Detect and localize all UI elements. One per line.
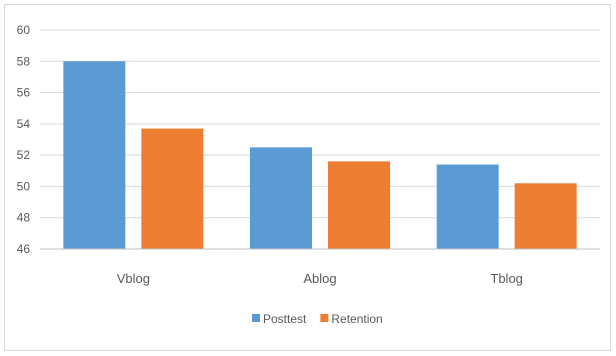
bar-posttest-tblog <box>436 164 499 249</box>
bar-posttest-vblog <box>63 61 126 250</box>
x-axis-labels: Vblog Ablog Tblog <box>117 271 523 286</box>
legend-swatch-retention <box>320 314 329 322</box>
legend-swatch-posttest <box>252 314 260 322</box>
gridlines <box>40 29 600 219</box>
x-tick-label: Tblog <box>490 271 523 286</box>
y-tick-label: 60 <box>17 23 31 37</box>
y-tick-label: 58 <box>17 54 31 68</box>
x-tick-label: Ablog <box>303 271 336 286</box>
x-tick-label: Vblog <box>117 271 150 286</box>
bar-retention-ablog <box>328 161 390 249</box>
legend-label-posttest: Posttest <box>263 312 307 326</box>
y-tick-label: 52 <box>17 148 31 162</box>
bar-retention-tblog <box>514 183 577 249</box>
legend: Posttest Retention <box>252 312 383 326</box>
y-axis-ticks: 46 48 50 52 54 56 58 60 <box>17 23 31 256</box>
bars <box>63 61 577 250</box>
y-tick-label: 48 <box>17 211 31 225</box>
y-tick-label: 50 <box>17 179 31 193</box>
y-tick-label: 54 <box>17 117 31 131</box>
y-tick-label: 46 <box>17 242 31 256</box>
y-tick-label: 56 <box>17 86 31 100</box>
bar-posttest-ablog <box>250 147 312 249</box>
legend-label-retention: Retention <box>331 312 382 326</box>
bar-retention-vblog <box>141 128 204 249</box>
